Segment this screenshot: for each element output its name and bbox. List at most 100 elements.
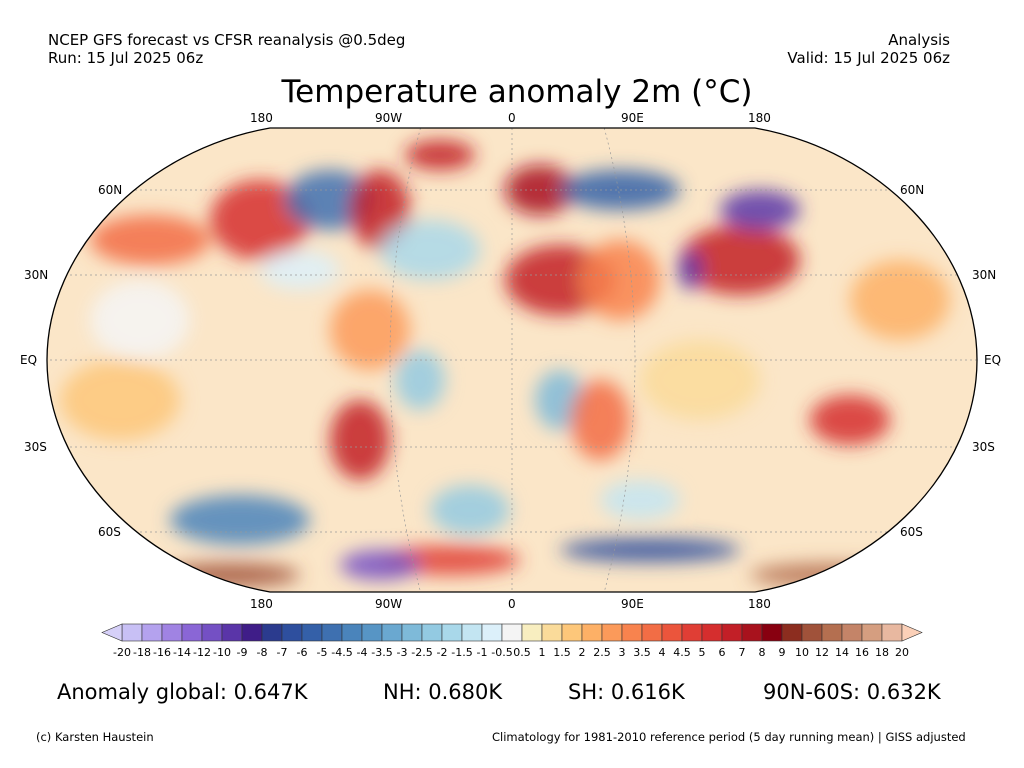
colorbar-bin xyxy=(541,623,563,642)
colorbar-bin xyxy=(501,623,523,642)
colorbar-label: -10 xyxy=(213,646,231,659)
colorbar-bin xyxy=(801,623,823,642)
anomaly-region xyxy=(330,400,390,480)
colorbar-bin xyxy=(321,623,343,642)
model-label: NCEP GFS forecast vs CFSR reanalysis @0.… xyxy=(48,31,406,49)
colorbar-bin xyxy=(741,623,763,642)
colorbar-bin xyxy=(161,623,183,642)
colorbar-bin xyxy=(621,623,643,642)
analysis-label: Analysis xyxy=(888,31,950,49)
run-label: Run: 15 Jul 2025 06z xyxy=(48,49,204,67)
colorbar-bin xyxy=(181,623,203,642)
anomaly-region xyxy=(850,260,950,340)
lat-label-right: EQ xyxy=(984,353,1002,367)
stat-global: Anomaly global: 0.647K xyxy=(57,680,308,704)
credit: (c) Karsten Haustein xyxy=(36,730,154,744)
colorbar-label: 18 xyxy=(875,646,889,659)
colorbar-bin xyxy=(781,623,803,642)
colorbar-label: 5 xyxy=(698,646,706,659)
colorbar-bin xyxy=(681,623,703,642)
colorbar-label: 4 xyxy=(658,646,666,659)
colorbar-label: -5 xyxy=(316,646,328,659)
stat-nh: NH: 0.680K xyxy=(383,680,503,704)
colorbar-label: 20 xyxy=(895,646,909,659)
colorbar-bin xyxy=(361,623,383,642)
anomaly-region xyxy=(560,538,740,562)
anomaly-region xyxy=(260,250,340,290)
colorbar-label: -12 xyxy=(193,646,211,659)
colorbar-label: -4 xyxy=(356,646,368,659)
lat-label-left: 60N xyxy=(98,183,123,197)
colorbar-label: 3 xyxy=(618,646,626,659)
anomaly-region xyxy=(640,340,760,420)
lat-label-right: 30N xyxy=(972,268,997,282)
colorbar-label: 12 xyxy=(815,646,829,659)
lon-label-top: 180 xyxy=(748,111,771,125)
colorbar-bin xyxy=(121,623,143,642)
colorbar-label: -2 xyxy=(436,646,448,659)
colorbar-label: 3.5 xyxy=(633,646,651,659)
anomaly-region xyxy=(170,495,310,545)
colorbar-label: -16 xyxy=(153,646,171,659)
lon-label-bottom: 180 xyxy=(250,597,273,611)
colorbar-label: -3.5 xyxy=(371,646,393,659)
valid-label: Valid: 15 Jul 2025 06z xyxy=(787,49,950,67)
colorbar-bin xyxy=(441,623,463,642)
colorbar-label: -9 xyxy=(236,646,248,659)
anomaly-region xyxy=(580,240,660,320)
colorbar-bin xyxy=(761,623,783,642)
colorbar-bin xyxy=(561,623,583,642)
colorbar-bin xyxy=(521,623,543,642)
colorbar xyxy=(101,623,923,642)
anomaly-region xyxy=(90,215,210,265)
lat-label-right: 30S xyxy=(972,440,995,454)
colorbar-bin xyxy=(661,623,683,642)
colorbar-label: -1 xyxy=(476,646,488,659)
anomaly-region xyxy=(720,190,800,230)
colorbar-bin xyxy=(301,623,323,642)
anomaly-region xyxy=(570,380,630,460)
colorbar-bin xyxy=(701,623,723,642)
colorbar-label: 14 xyxy=(835,646,849,659)
colorbar-bin xyxy=(461,623,483,642)
colorbar-bin xyxy=(261,623,283,642)
anomaly-region xyxy=(380,220,480,280)
colorbar-label: 6 xyxy=(718,646,726,659)
anomaly-region xyxy=(810,395,890,445)
colorbar-bin xyxy=(221,623,243,642)
lat-label-left: 60S xyxy=(98,525,121,539)
anomaly-region xyxy=(430,485,510,535)
colorbar-label: -1.5 xyxy=(451,646,473,659)
colorbar-bin xyxy=(641,623,663,642)
anomaly-region xyxy=(680,225,800,295)
colorbar-label: -0.5 xyxy=(491,646,513,659)
lat-label-right: 60S xyxy=(900,525,923,539)
anomaly-region xyxy=(600,480,680,520)
colorbar-bin xyxy=(841,623,863,642)
colorbar-bin xyxy=(881,623,903,642)
colorbar-label: 7 xyxy=(738,646,746,659)
colorbar-bin xyxy=(381,623,403,642)
colorbar-bin xyxy=(821,623,843,642)
colorbar-label: 2.5 xyxy=(593,646,611,659)
colorbar-label: 9 xyxy=(778,646,786,659)
anomaly-region xyxy=(340,550,420,580)
colorbar-bin xyxy=(601,623,623,642)
colorbar-label: -6 xyxy=(296,646,308,659)
stat-sh: SH: 0.616K xyxy=(568,680,685,704)
lon-label-bottom: 90W xyxy=(375,597,403,611)
colorbar-bin xyxy=(281,623,303,642)
lon-label-top: 0 xyxy=(508,111,516,125)
colorbar-under-arrow xyxy=(101,623,123,642)
map-title: Temperature anomaly 2m (°C) xyxy=(281,74,753,110)
anomaly-region xyxy=(678,250,702,290)
climatology-note: Climatology for 1981-2010 reference peri… xyxy=(492,730,966,744)
anomaly-region xyxy=(750,563,910,587)
colorbar-label: -7 xyxy=(276,646,288,659)
colorbar-over-arrow xyxy=(901,623,923,642)
colorbar-bin xyxy=(341,623,363,642)
colorbar-label: 1.5 xyxy=(553,646,571,659)
colorbar-bin xyxy=(401,623,423,642)
colorbar-bin xyxy=(241,623,263,642)
